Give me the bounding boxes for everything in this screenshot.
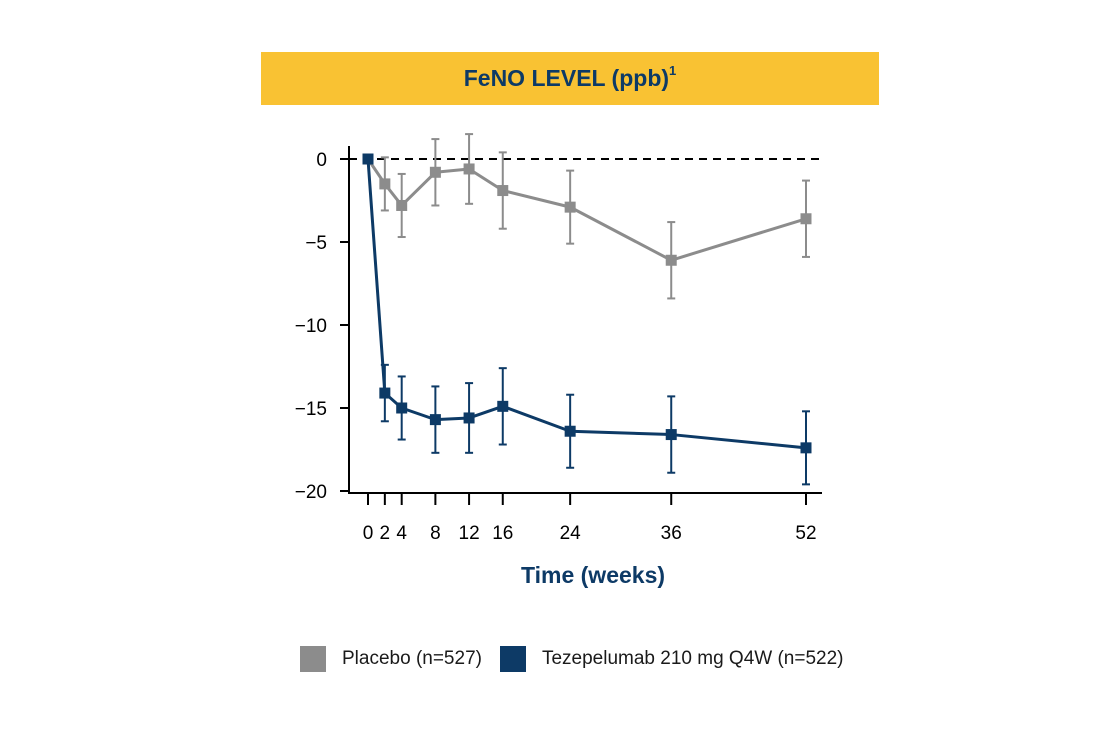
data-point-tezepelumab [463, 412, 475, 424]
legend-item-placebo: Placebo (n=527) [300, 646, 482, 672]
data-point-tezepelumab [564, 425, 576, 437]
data-point-tezepelumab [379, 387, 391, 399]
x-tick-label: 52 [795, 523, 816, 544]
chart-legend: Placebo (n=527) Tezepelumab 210 mg Q4W (… [300, 646, 844, 672]
x-tick-label: 2 [380, 523, 391, 544]
data-point-placebo [497, 185, 509, 197]
data-point-tezepelumab [800, 442, 812, 454]
data-point-tezepelumab [497, 400, 509, 412]
data-point-placebo [396, 199, 408, 211]
y-tick-label: −10 [295, 316, 327, 337]
data-point-placebo [379, 178, 391, 190]
x-axis-title: Time (weeks) [520, 562, 666, 588]
x-tick-label: 24 [560, 523, 582, 544]
legend-label-tezepelumab: Tezepelumab 210 mg Q4W (n=522) [541, 648, 844, 669]
legend-swatch-placebo [300, 646, 326, 672]
legend-item-tezepelumab: Tezepelumab 210 mg Q4W (n=522) [499, 646, 844, 672]
x-tick-label: 12 [459, 523, 480, 544]
y-tick-label: −5 [305, 233, 327, 254]
x-tick-label: 36 [661, 523, 682, 544]
data-point-tezepelumab [429, 414, 441, 426]
x-tick-label: 0 [363, 523, 374, 544]
data-point-placebo [665, 254, 677, 266]
x-tick-label: 8 [430, 523, 441, 544]
chart-title-main: FeNO LEVEL (ppb) [463, 65, 670, 91]
chart-title: FeNO LEVEL (ppb)1 [463, 63, 677, 92]
data-point-tezepelumab [665, 429, 677, 441]
data-point-tezepelumab [396, 402, 408, 414]
data-point-tezepelumab [362, 153, 374, 165]
data-point-placebo [463, 163, 475, 175]
legend-swatch-tezepelumab [499, 646, 526, 672]
y-tick-label: 0 [316, 150, 327, 171]
data-point-placebo [564, 201, 576, 213]
chart-title-banner: FeNO LEVEL (ppb)1 [261, 52, 879, 105]
y-tick-label: −15 [295, 399, 327, 420]
x-tick-label: 4 [396, 523, 407, 544]
legend-label-placebo: Placebo (n=527) [342, 648, 482, 669]
chart-title-superscript: 1 [669, 63, 677, 79]
y-tick-label: −20 [295, 482, 327, 503]
data-point-placebo [800, 213, 812, 225]
series-line-tezepelumab [366, 158, 807, 450]
x-tick-label: 16 [492, 523, 513, 544]
data-point-placebo [429, 166, 441, 178]
